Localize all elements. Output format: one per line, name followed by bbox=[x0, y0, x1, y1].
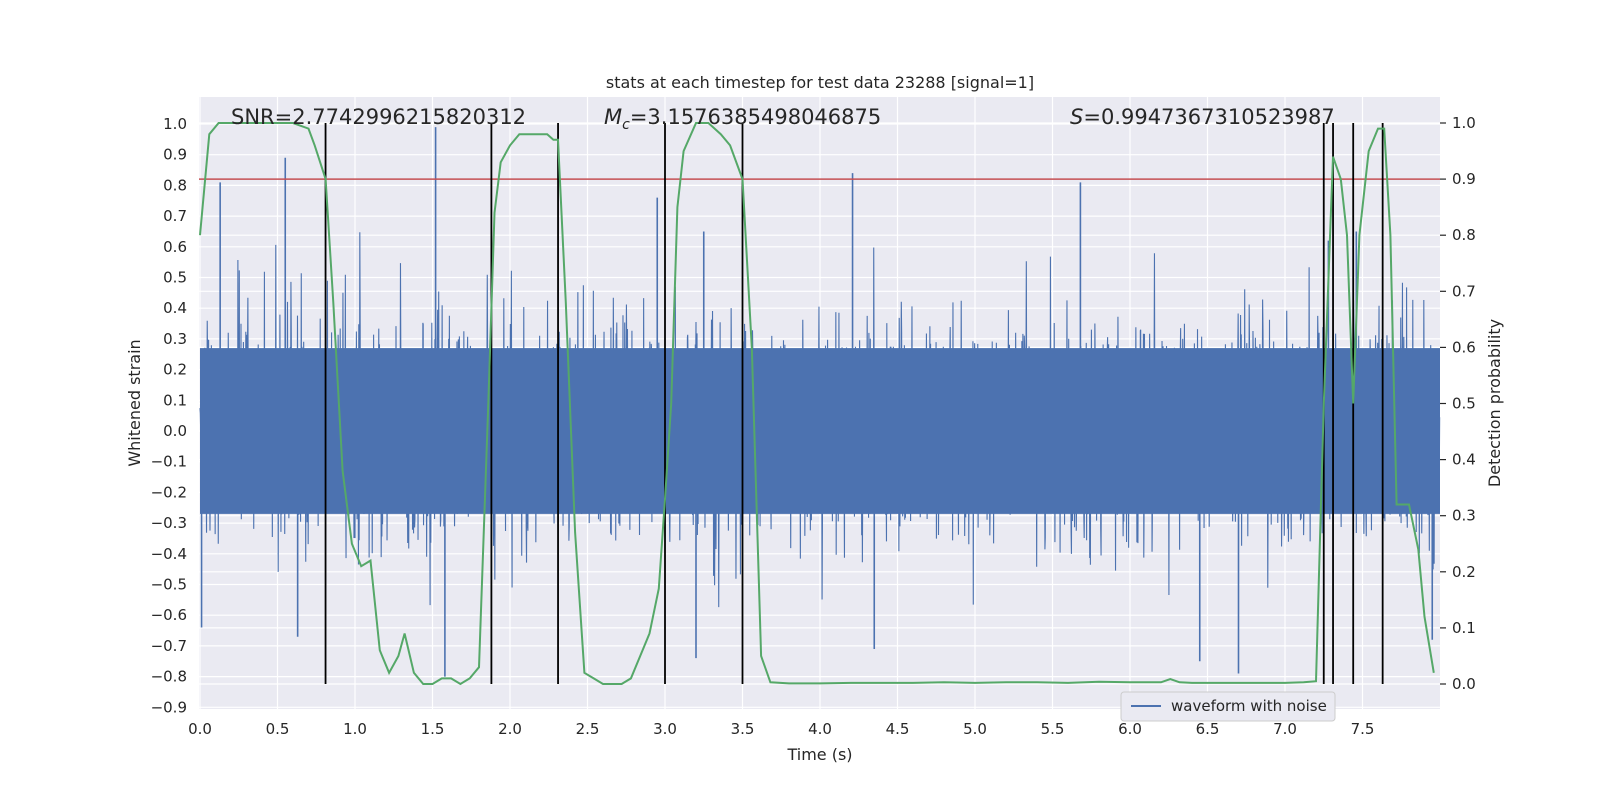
x-tick-label-15: 7.5 bbox=[1351, 720, 1375, 738]
y-tick-label-5: −0.4 bbox=[151, 545, 187, 563]
y-tick-label-11: 0.2 bbox=[163, 361, 187, 379]
y2-tick-label-1: 0.1 bbox=[1452, 619, 1476, 637]
y-tick-label-2: −0.7 bbox=[151, 637, 187, 655]
mc-value: =3.1576385498046875 bbox=[630, 105, 881, 129]
y2-tick-label-9: 0.9 bbox=[1452, 170, 1476, 188]
x-tick-label-3: 1.5 bbox=[421, 720, 445, 738]
y-tick-label-3: −0.6 bbox=[151, 606, 187, 624]
x-tick-label-6: 3.0 bbox=[653, 720, 677, 738]
x-tick-label-12: 6.0 bbox=[1118, 720, 1142, 738]
y2-tick-label-8: 0.8 bbox=[1452, 226, 1476, 244]
y-tick-label-18: 0.9 bbox=[163, 146, 187, 164]
y-tick-label-16: 0.7 bbox=[163, 207, 187, 225]
x-tick-label-13: 6.5 bbox=[1196, 720, 1220, 738]
y2-tick-label-4: 0.4 bbox=[1452, 451, 1476, 469]
y-tick-label-0: −0.9 bbox=[151, 698, 187, 716]
x-tick-label-10: 5.0 bbox=[963, 720, 987, 738]
s-symbol: S bbox=[1070, 105, 1083, 129]
y2-tick-label-2: 0.2 bbox=[1452, 563, 1476, 581]
y-tick-label-6: −0.3 bbox=[151, 514, 187, 532]
waveform-core-band bbox=[200, 348, 1440, 514]
x-tick-label-9: 4.5 bbox=[886, 720, 910, 738]
snr-annotation: SNR=2.7742996215820312 bbox=[231, 105, 526, 129]
mc-annotation: Mc=3.1576385498046875 bbox=[604, 105, 881, 133]
y-tick-label-17: 0.8 bbox=[163, 176, 187, 194]
y-tick-label-9: 0.0 bbox=[163, 422, 187, 440]
y-tick-label-8: −0.1 bbox=[151, 453, 187, 471]
x-tick-label-14: 7.0 bbox=[1273, 720, 1297, 738]
y-tick-label-12: 0.3 bbox=[163, 330, 187, 348]
legend: waveform with noise bbox=[1120, 691, 1336, 722]
y-axis-ticks: −0.9 −0.8 −0.7 −0.6 −0.5 −0.4 −0.3 −0.2 −0.1 0.0 0… bbox=[151, 115, 187, 716]
x-tick-label-2: 1.0 bbox=[343, 720, 367, 738]
x-tick-label-11: 5.5 bbox=[1041, 720, 1065, 738]
y2-tick-label-3: 0.3 bbox=[1452, 507, 1476, 525]
vertical-lines bbox=[324, 123, 1384, 684]
y-tick-label-13: 0.4 bbox=[163, 299, 187, 317]
y2-tick-label-7: 0.7 bbox=[1452, 282, 1476, 300]
x-axis-ticks: 0.0 0.5 1.0 1.5 2.0 2.5 3.0 3.5 4.0 4.5 5.0 5.5 6.0 6… bbox=[188, 720, 1374, 738]
y2-tick-label-10: 1.0 bbox=[1452, 114, 1476, 132]
x-tick-label-7: 3.5 bbox=[731, 720, 755, 738]
mc-subscript: c bbox=[622, 117, 630, 133]
s-annotation: S=0.9947367310523987 bbox=[1070, 105, 1335, 129]
x-axis-label: Time (s) bbox=[786, 745, 852, 764]
y-tick-label-7: −0.2 bbox=[151, 483, 187, 501]
y2-tick-label-5: 0.5 bbox=[1452, 395, 1476, 413]
y2-tick-label-0: 0.0 bbox=[1452, 675, 1476, 693]
x-tick-label-8: 4.0 bbox=[808, 720, 832, 738]
x-tick-label-4: 2.0 bbox=[498, 720, 522, 738]
x-tick-label-5: 2.5 bbox=[576, 720, 600, 738]
y2-axis-label: Detection probability bbox=[1485, 319, 1504, 487]
detection-probability-line bbox=[199, 122, 1435, 686]
y-tick-label-10: 0.1 bbox=[163, 391, 187, 409]
x-tick-label-0: 0.0 bbox=[188, 720, 212, 738]
x-tick-label-1: 0.5 bbox=[266, 720, 290, 738]
y-tick-label-4: −0.5 bbox=[151, 576, 187, 594]
y-tick-label-1: −0.8 bbox=[151, 668, 187, 686]
y2-tick-label-6: 0.6 bbox=[1452, 338, 1476, 356]
y-axis-label: Whitened strain bbox=[125, 339, 144, 466]
y-tick-label-19: 1.0 bbox=[163, 115, 187, 133]
y-tick-label-15: 0.6 bbox=[163, 238, 187, 256]
waveform-with-noise bbox=[199, 127, 1441, 677]
detection-probability-series bbox=[199, 122, 1435, 686]
y-tick-label-14: 0.5 bbox=[163, 269, 187, 287]
chart-title: stats at each timestep for test data 232… bbox=[606, 73, 1034, 92]
y2-axis-ticks: 0.0 0.1 0.2 0.3 0.4 0.5 0.6 0.7 0.8 0.9 1.0 bbox=[1440, 114, 1476, 693]
mc-symbol: M bbox=[604, 105, 622, 129]
legend-box bbox=[1120, 691, 1336, 722]
s-value: =0.9947367310523987 bbox=[1083, 105, 1334, 129]
legend-entry-waveform: waveform with noise bbox=[1171, 697, 1327, 715]
